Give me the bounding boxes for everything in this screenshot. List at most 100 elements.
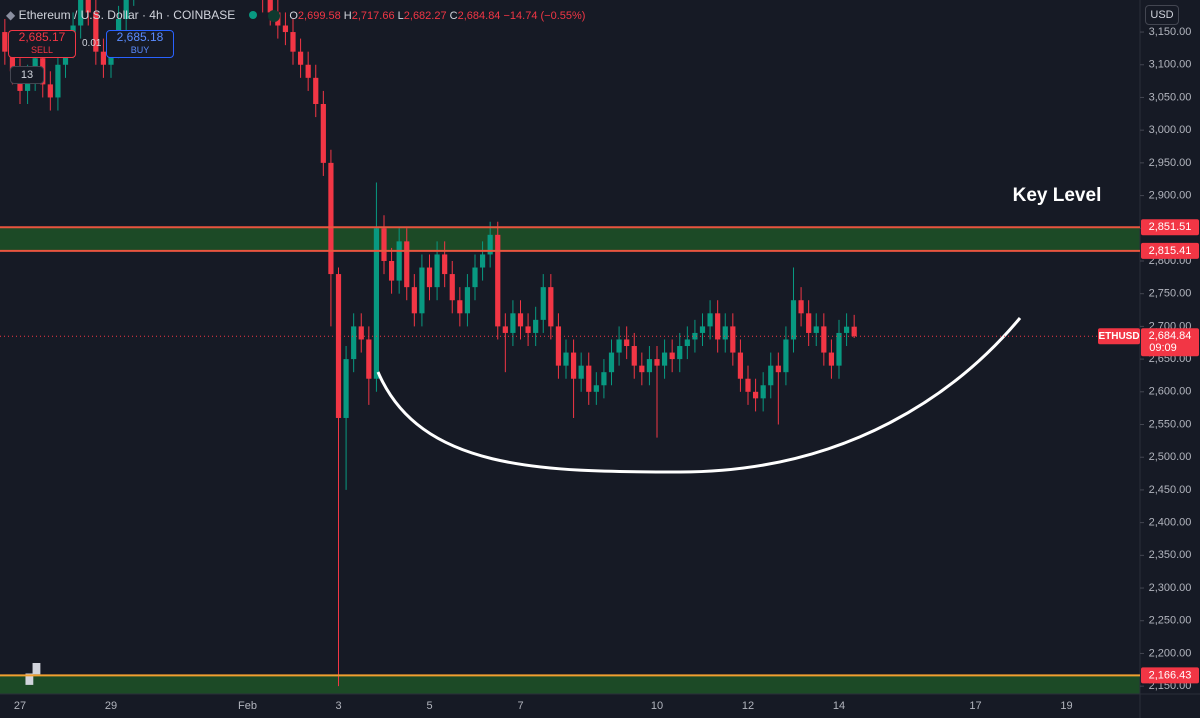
candle-body — [85, 0, 91, 13]
candle-body — [533, 319, 539, 333]
candle-body — [9, 51, 16, 72]
candle-body — [790, 300, 797, 340]
candle-body — [366, 339, 372, 379]
candle-body — [821, 326, 827, 353]
x-tick-label: 17 — [969, 700, 981, 712]
candle-body — [806, 313, 812, 333]
symbol: Ethereum / U.S. Dollar · 4h · COINBASE — [18, 8, 236, 22]
y-tick-label: 2,200.00 — [1149, 647, 1192, 659]
candle-body — [813, 326, 819, 333]
candle-body — [570, 352, 577, 379]
y-tick-label: 3,150.00 — [1149, 26, 1192, 38]
candle-body — [730, 326, 736, 353]
y-tick-label: 3,100.00 — [1149, 59, 1192, 71]
candle-body — [282, 25, 289, 33]
status-dot — [248, 11, 257, 19]
candle-body — [123, 0, 129, 19]
y-tick-label: 2,400.00 — [1149, 517, 1192, 529]
symbol-icon: ◆ — [6, 8, 16, 22]
candle-body — [517, 313, 524, 327]
candle-body — [358, 326, 364, 340]
candle-body — [828, 352, 835, 366]
candle-body — [563, 352, 569, 366]
candle-body — [631, 346, 637, 366]
level-tag — [1141, 219, 1199, 236]
ohlc-key: O — [289, 10, 298, 22]
candle-body — [578, 365, 584, 379]
candle-body — [290, 32, 296, 52]
candle-body — [411, 287, 417, 314]
candle-body — [2, 32, 8, 52]
sell-label: SELL — [30, 45, 54, 55]
candle-body — [654, 359, 660, 366]
x-tick-label: 12 — [742, 700, 754, 712]
candle-body — [624, 339, 630, 347]
ohlc-value: 2,684.84 — [457, 10, 501, 22]
candle-body — [616, 339, 622, 353]
candle-body — [267, 0, 273, 13]
candle-body — [646, 359, 653, 373]
candle-body — [601, 372, 607, 386]
y-tick-label: 2,300.00 — [1149, 582, 1192, 594]
candle-body — [472, 267, 478, 288]
candle-body — [608, 352, 615, 373]
candle-body — [78, 0, 84, 26]
candle-body — [479, 254, 486, 268]
candle-body — [464, 287, 471, 314]
rounding-curve — [376, 317, 1022, 474]
y-tick-label: 2,350.00 — [1149, 549, 1192, 561]
candle-body — [540, 287, 546, 320]
candle-body — [305, 64, 311, 78]
candle-body — [55, 64, 61, 98]
y-tick-label: 2,550.00 — [1149, 418, 1192, 430]
x-tick-label: 27 — [14, 700, 26, 712]
candle-body — [487, 234, 493, 255]
candle-body — [722, 326, 728, 340]
last-price-label: 2,684.84 — [1149, 330, 1192, 342]
candle-body — [692, 332, 698, 340]
candle-body — [396, 241, 402, 281]
buy-button[interactable]: 2,685.18 BUY — [106, 30, 174, 58]
y-tick-label: 3,000.00 — [1149, 124, 1192, 136]
y-tick-label: 2,950.00 — [1149, 157, 1192, 169]
quantity: 0.01 — [82, 38, 102, 49]
candle-body — [297, 51, 304, 65]
candle-body — [381, 228, 387, 261]
candle-body — [843, 326, 850, 333]
sell-price: 2,685.17 — [18, 30, 66, 44]
candle-body — [93, 12, 99, 52]
candle-body — [707, 313, 713, 327]
candle-body — [783, 339, 789, 373]
candle-body — [351, 326, 357, 360]
x-tick-label: 3 — [335, 700, 341, 712]
candle-body — [684, 339, 690, 347]
candle-body — [715, 313, 721, 340]
ohlc-value: 2,717.66 — [351, 10, 395, 22]
status-icon — [268, 9, 280, 22]
y-tick-label: 2,250.00 — [1149, 615, 1192, 627]
candle-body — [525, 326, 531, 333]
level-tag-label: 2,815.41 — [1149, 245, 1192, 257]
candle-body — [373, 228, 380, 379]
x-tick-label: 7 — [517, 700, 523, 712]
candle-body — [768, 365, 774, 386]
candle-body — [775, 365, 781, 373]
candle-body — [100, 51, 107, 65]
level-tag-label: 2,851.51 — [1149, 221, 1192, 233]
currency-button[interactable]: USD — [1145, 5, 1179, 25]
ohlc-key: C — [449, 10, 458, 22]
x-tick-label: 19 — [1060, 700, 1072, 712]
ohlc: O2,699.58 H2,717.66 L2,682.27 C2,684.84 … — [289, 10, 585, 22]
candle-body — [586, 365, 592, 392]
ohlc-key: H — [343, 10, 352, 22]
indicators-toggle[interactable]: 13 — [10, 66, 44, 84]
candle-body — [47, 84, 53, 98]
candle-body — [388, 260, 395, 281]
annotation: Key Level — [1013, 185, 1102, 206]
candle-body — [449, 274, 455, 301]
symbol-tag-label: ETHUSD — [1098, 331, 1139, 342]
sell-button[interactable]: 2,685.17 SELL — [8, 30, 76, 58]
candle-body — [639, 365, 645, 373]
candle-body — [502, 326, 508, 333]
